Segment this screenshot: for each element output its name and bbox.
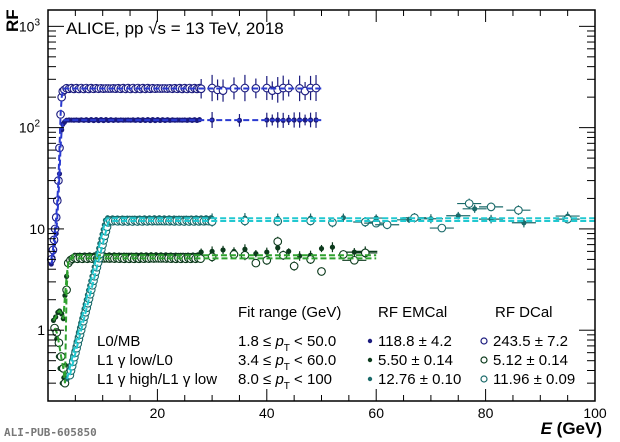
fit-line-5	[68, 220, 595, 376]
legend-rf-dcal-1: 5.12 ± 0.14	[493, 352, 568, 369]
y-tick-label: 102	[19, 119, 41, 136]
pt-sub: T	[284, 381, 290, 392]
lt-sym: <	[290, 352, 307, 369]
le-sym: ≤	[259, 352, 276, 369]
data-point	[360, 217, 370, 227]
y-axis-label: RF	[3, 9, 22, 32]
legend-fit-range-row-0: 1.8 ≤ pT < 50.0	[238, 333, 336, 354]
legend-label-l0-mb: L0/MB	[97, 333, 140, 350]
legend-fit-range-row-1: 3.4 ≤ pT < 60.0	[238, 352, 336, 373]
data-point	[472, 206, 478, 212]
legend-marker-emcal-2	[367, 376, 373, 382]
data-point	[220, 247, 226, 253]
pt-sym: p	[274, 333, 283, 350]
pt-sym: p	[274, 352, 283, 369]
fit-line-0	[50, 119, 322, 265]
data-point	[251, 258, 261, 268]
y-axis-label-text: RF	[3, 9, 22, 32]
data-point	[382, 220, 392, 230]
data-point	[351, 249, 357, 255]
legend-marker-dcal-1	[480, 356, 488, 364]
fit-hi: 100	[307, 371, 332, 388]
series-1	[46, 74, 321, 264]
data-point	[275, 117, 281, 123]
data-point	[437, 223, 447, 233]
data-point	[486, 202, 496, 212]
legend-label-l1-high-l1-low: L1 γ high/L1 γ low	[97, 371, 217, 388]
fit-line-4	[66, 217, 595, 380]
chart-title: ALICE, pp √s = 13 TeV, 2018	[66, 19, 284, 38]
x-axis-label: E (GeV)	[541, 419, 602, 438]
legend-marker-dcal-2	[480, 375, 488, 383]
data-point	[328, 218, 337, 227]
x-tick-label: 60	[368, 405, 384, 421]
legend-rf-emcal-0: 118.8 ± 4.2	[378, 333, 452, 350]
data-point	[455, 213, 461, 219]
data-point	[264, 249, 270, 255]
legend-marker-emcal-0	[367, 338, 373, 344]
legend-label-l1-low-l0: L1 γ low/L0	[97, 352, 173, 369]
fit-hi: 50.0	[307, 333, 336, 350]
y-tick-label: 103	[19, 17, 41, 34]
fit-line-2	[52, 254, 377, 321]
legend-marker-dcal-0	[480, 337, 488, 345]
data-point	[329, 244, 336, 250]
x-tick-label: 20	[150, 405, 166, 421]
data-point	[207, 252, 217, 262]
y-tick-label: 10	[29, 221, 45, 237]
y-tick-exp: 2	[34, 119, 40, 130]
data-point	[464, 199, 474, 208]
lt-sym: <	[290, 333, 307, 350]
x-tick-label: 100	[583, 405, 607, 421]
data-point	[275, 245, 281, 251]
data-point	[302, 117, 308, 123]
y-tick-exp: 3	[34, 17, 40, 28]
lt-sym: <	[290, 371, 307, 388]
data-point	[306, 255, 315, 264]
fit-lo: 1.8	[238, 333, 259, 350]
data-point	[318, 245, 325, 252]
pt-sym: p	[274, 371, 283, 388]
fit-line-1	[50, 87, 322, 260]
watermark: ALI-PUB-605850	[4, 426, 97, 439]
y-tick-base: 10	[19, 120, 35, 136]
x-tick-label: 80	[478, 405, 494, 421]
data-point	[273, 237, 283, 246]
y-tick-base: 10	[19, 18, 35, 34]
x-axis-label-var: E	[541, 419, 553, 438]
legend-marker-emcal-1	[367, 357, 373, 363]
fit-layer	[50, 87, 595, 384]
le-sym: ≤	[259, 371, 276, 388]
fit-lo: 3.4	[238, 352, 259, 369]
y-tick-label: 1	[37, 322, 45, 338]
legend-rf-emcal-1: 5.50 ± 0.14	[378, 352, 453, 369]
legend: Fit range (GeV) RF EMCal RF DCal L0/MB L…	[97, 304, 575, 392]
x-tick-label: 40	[259, 405, 275, 421]
fit-lo: 8.0	[238, 371, 259, 388]
x-axis-label-unit: (GeV)	[552, 419, 602, 438]
legend-header-fit-range: Fit range (GeV)	[238, 304, 341, 321]
legend-header-rf-emcal: RF EMCal	[378, 304, 447, 321]
fit-line-3	[53, 257, 377, 384]
legend-header-rf-dcal: RF DCal	[495, 304, 553, 321]
data-point	[242, 246, 248, 252]
data-point	[317, 267, 326, 276]
data-point	[514, 205, 523, 215]
data-point	[286, 248, 292, 254]
legend-rf-dcal-0: 243.5 ± 7.2	[493, 333, 568, 350]
legend-rf-emcal-2: 12.76 ± 0.10	[378, 371, 461, 388]
fit-hi: 60.0	[307, 352, 336, 369]
pt-sub: T	[284, 343, 290, 354]
data-point	[198, 249, 204, 255]
pt-sub: T	[284, 362, 290, 373]
data-point	[209, 248, 215, 254]
le-sym: ≤	[259, 333, 276, 350]
data-point	[289, 261, 299, 271]
legend-fit-range-row-2: 8.0 ≤ pT < 100	[238, 371, 332, 392]
legend-rf-dcal-2: 11.96 ± 0.09	[493, 371, 575, 388]
